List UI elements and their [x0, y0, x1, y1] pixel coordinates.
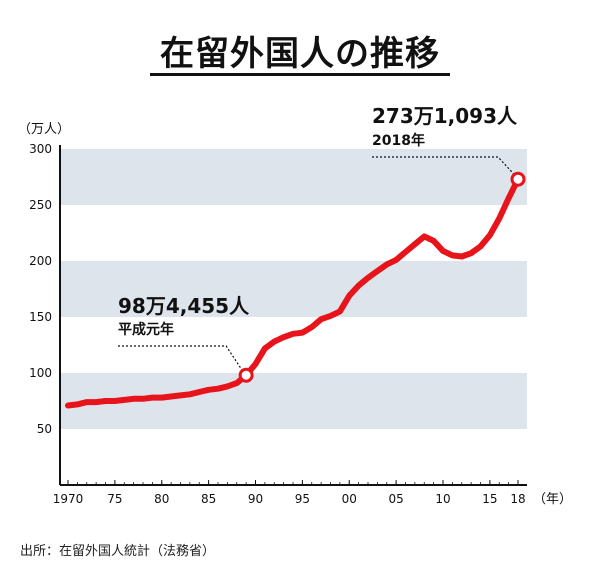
annotation-marker-1989 [238, 367, 254, 383]
grid-band [60, 261, 527, 317]
y-tick-label: 100 [29, 366, 52, 380]
x-tick-label: 00 [342, 492, 357, 506]
y-axis: 50 100 150 200 250 300 [29, 142, 61, 485]
annotation-sub-1989: 平成元年 [118, 321, 174, 338]
series-line [65, 176, 521, 409]
annotation-value-2018: 273万1,093人 [372, 104, 518, 128]
x-tick-label: 05 [388, 492, 403, 506]
y-tick-label: 200 [29, 254, 52, 268]
x-tick-label: 15 [482, 492, 497, 506]
x-tick-label: 10 [435, 492, 450, 506]
series-layer [65, 176, 521, 409]
x-tick-label: 75 [107, 492, 122, 506]
grid-bands [60, 149, 527, 429]
x-axis: 1970 75 80 85 90 95 00 05 10 15 18 [53, 480, 527, 506]
x-tick-label: 90 [248, 492, 263, 506]
y-tick-label: 250 [29, 198, 52, 212]
x-tick-label: 1970 [53, 492, 84, 506]
x-axis-unit: （年） [533, 492, 572, 507]
x-tick-label: 95 [295, 492, 310, 506]
x-tick-label: 80 [154, 492, 169, 506]
source-note: 出所：在留外国人統計（法務省） [20, 544, 216, 559]
annotation-marker-2018 [510, 171, 526, 187]
y-tick-label: 150 [29, 310, 52, 324]
page-title: 在留外国人の推移 [160, 34, 440, 74]
annotation-leader-2018 [372, 156, 515, 175]
grid-band [60, 149, 527, 205]
x-tick-label: 85 [201, 492, 216, 506]
annotation-leader-1989 [118, 345, 243, 371]
y-tick-label: 300 [29, 142, 52, 156]
y-axis-label: （万人） [18, 122, 70, 137]
annotation-sub-2018: 2018年 [372, 132, 425, 149]
annotation-value-1989: 98万4,455人 [118, 294, 250, 318]
x-tick-label: 18 [510, 492, 525, 506]
y-tick-label: 50 [37, 422, 52, 436]
title-underline [150, 73, 450, 76]
